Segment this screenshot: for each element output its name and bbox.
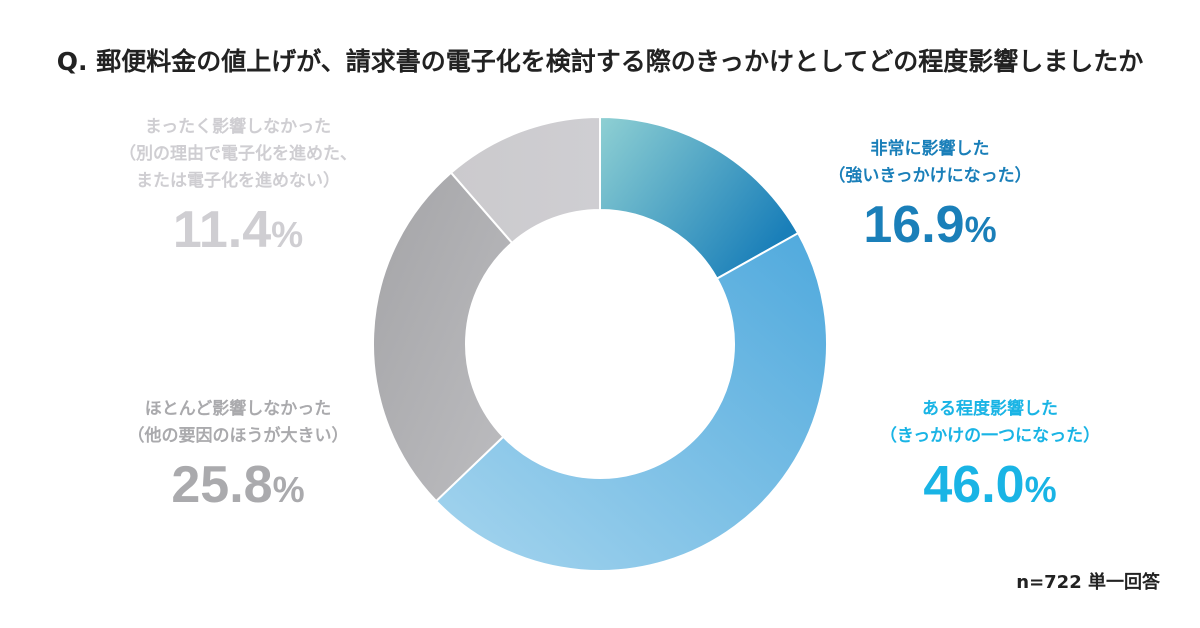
label-somewhat-affected: ある程度影響した （きっかけの一つになった） 46.0% (840, 396, 1140, 523)
slice-somewhat-affected (434, 231, 828, 572)
value-strongly-affected-number: 16.9 (863, 196, 965, 254)
value-not-affected: 11.4% (88, 197, 388, 268)
value-hardly-affected: 25.8% (88, 452, 388, 523)
value-hardly-affected-unit: % (272, 469, 305, 510)
value-strongly-affected-unit: % (964, 209, 997, 250)
value-not-affected-unit: % (271, 214, 304, 255)
value-somewhat-affected-number: 46.0 (923, 456, 1025, 514)
value-somewhat-affected: 46.0% (840, 452, 1140, 523)
label-hardly-affected-line2: （他の要因のほうが大きい） (127, 426, 349, 446)
label-not-affected-line2: （別の理由で電子化を進めた、 (119, 144, 357, 164)
value-not-affected-number: 11.4 (172, 201, 272, 259)
label-strongly-affected-line1: 非常に影響した (870, 139, 990, 159)
value-strongly-affected: 16.9% (800, 192, 1060, 263)
label-not-affected-line1: まったく影響しなかった (144, 117, 332, 137)
label-strongly-affected: 非常に影響した （強いきっかけになった） 16.9% (800, 136, 1060, 263)
label-hardly-affected-line1: ほとんど影響しなかった (144, 399, 332, 419)
value-hardly-affected-number: 25.8 (171, 456, 273, 514)
label-somewhat-affected-line2: （きっかけの一つになった） (879, 426, 1101, 446)
sample-size-note: n=722 単一回答 (1016, 572, 1160, 593)
value-somewhat-affected-unit: % (1024, 469, 1057, 510)
slice-not-affected (449, 115, 601, 245)
label-strongly-affected-line2: （強いきっかけになった） (828, 166, 1032, 186)
label-not-affected-line3: または電子化を進めない） (136, 171, 340, 191)
slice-strongly-affected (599, 115, 800, 280)
label-not-affected: まったく影響しなかった （別の理由で電子化を進めた、 または電子化を進めない） … (88, 114, 388, 268)
slice-hardly-affected (372, 171, 514, 503)
chart-title: Q. 郵便料金の値上げが、請求書の電子化を検討する際のきっかけとしてどの程度影響… (56, 47, 1144, 76)
label-hardly-affected: ほとんど影響しなかった （他の要因のほうが大きい） 25.8% (88, 396, 388, 523)
label-somewhat-affected-line1: ある程度影響した (922, 399, 1058, 419)
